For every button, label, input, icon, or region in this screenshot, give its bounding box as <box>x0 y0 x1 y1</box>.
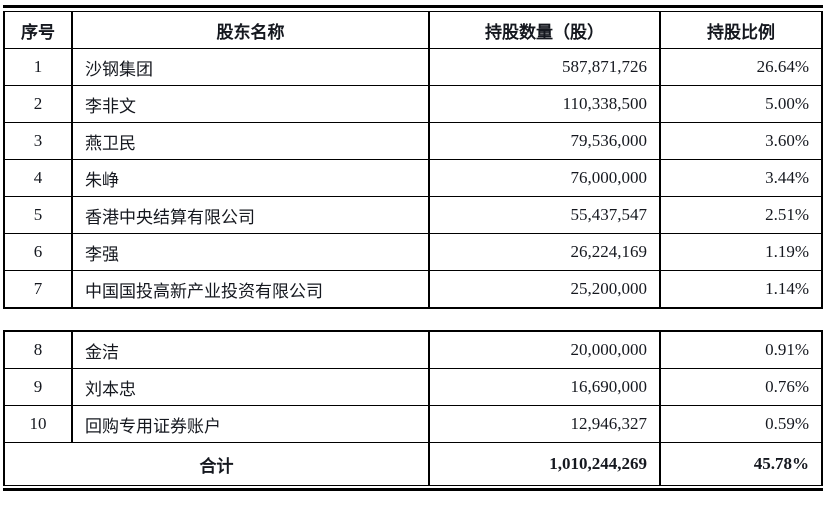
total-row: 合计 1,010,244,269 45.78% <box>3 442 823 486</box>
shares-ratio-cell: 0.59% <box>659 405 823 443</box>
header-row: 序号 股东名称 持股数量（股） 持股比例 <box>3 11 823 49</box>
row-index-cell: 4 <box>3 159 73 197</box>
shareholder-name-cell: 中国国投高新产业投资有限公司 <box>71 270 430 309</box>
col-header-index: 序号 <box>3 11 73 49</box>
table-row: 8 金洁 20,000,000 0.91% <box>3 330 823 369</box>
bottom-double-rule <box>3 488 823 491</box>
row-index-cell: 6 <box>3 233 73 271</box>
table-header: 序号 股东名称 持股数量（股） 持股比例 <box>3 11 823 49</box>
shares-ratio-cell: 3.60% <box>659 122 823 160</box>
shares-count-cell: 79,536,000 <box>428 122 661 160</box>
shares-ratio-cell: 26.64% <box>659 48 823 86</box>
top-double-rule <box>3 5 823 8</box>
shareholders-table-lower: 8 金洁 20,000,000 0.91% 9 刘本忠 16,690,000 0… <box>3 330 823 486</box>
col-header-ratio: 持股比例 <box>659 11 823 49</box>
shareholder-name-cell: 李强 <box>71 233 430 271</box>
table-row: 7 中国国投高新产业投资有限公司 25,200,000 1.14% <box>3 270 823 309</box>
table-row: 6 李强 26,224,169 1.19% <box>3 233 823 271</box>
shares-count-cell: 110,338,500 <box>428 85 661 123</box>
shares-ratio-cell: 2.51% <box>659 196 823 234</box>
table-row: 3 燕卫民 79,536,000 3.60% <box>3 122 823 160</box>
shares-count-cell: 587,871,726 <box>428 48 661 86</box>
row-index-cell: 8 <box>3 330 73 369</box>
table-footer: 合计 1,010,244,269 45.78% <box>3 442 823 486</box>
shareholder-name-cell: 朱峥 <box>71 159 430 197</box>
row-index-cell: 2 <box>3 85 73 123</box>
total-ratio: 45.78% <box>659 442 823 486</box>
shares-count-cell: 12,946,327 <box>428 405 661 443</box>
row-index-cell: 9 <box>3 368 73 406</box>
shareholder-name-cell: 金洁 <box>71 330 430 369</box>
shares-count-cell: 26,224,169 <box>428 233 661 271</box>
shares-ratio-cell: 1.14% <box>659 270 823 309</box>
shares-ratio-cell: 1.19% <box>659 233 823 271</box>
shares-ratio-cell: 0.76% <box>659 368 823 406</box>
col-header-shares: 持股数量（股） <box>428 11 661 49</box>
col-header-name: 股东名称 <box>71 11 430 49</box>
row-index-cell: 10 <box>3 405 73 443</box>
shareholder-name-cell: 回购专用证券账户 <box>71 405 430 443</box>
table-row: 1 沙钢集团 587,871,726 26.64% <box>3 48 823 86</box>
table-row: 5 香港中央结算有限公司 55,437,547 2.51% <box>3 196 823 234</box>
shares-ratio-cell: 3.44% <box>659 159 823 197</box>
row-index-cell: 1 <box>3 48 73 86</box>
shares-count-cell: 76,000,000 <box>428 159 661 197</box>
table-body-group1: 1 沙钢集团 587,871,726 26.64% 2 李非文 110,338,… <box>3 48 823 309</box>
shareholder-name-cell: 燕卫民 <box>71 122 430 160</box>
shares-count-cell: 55,437,547 <box>428 196 661 234</box>
table-row: 2 李非文 110,338,500 5.00% <box>3 85 823 123</box>
total-shares: 1,010,244,269 <box>428 442 661 486</box>
shares-ratio-cell: 5.00% <box>659 85 823 123</box>
shares-count-cell: 20,000,000 <box>428 330 661 369</box>
row-index-cell: 5 <box>3 196 73 234</box>
table-row: 9 刘本忠 16,690,000 0.76% <box>3 368 823 406</box>
shareholder-name-cell: 刘本忠 <box>71 368 430 406</box>
table-body-group2: 8 金洁 20,000,000 0.91% 9 刘本忠 16,690,000 0… <box>3 330 823 443</box>
table-row: 4 朱峥 76,000,000 3.44% <box>3 159 823 197</box>
shareholder-name-cell: 香港中央结算有限公司 <box>71 196 430 234</box>
row-index-cell: 3 <box>3 122 73 160</box>
row-index-cell: 7 <box>3 270 73 309</box>
shareholders-table-upper: 序号 股东名称 持股数量（股） 持股比例 1 沙钢集团 587,871,726 … <box>3 11 823 309</box>
shareholder-name-cell: 李非文 <box>71 85 430 123</box>
total-label: 合计 <box>3 442 430 486</box>
shares-ratio-cell: 0.91% <box>659 330 823 369</box>
table-row: 10 回购专用证券账户 12,946,327 0.59% <box>3 405 823 443</box>
shares-count-cell: 25,200,000 <box>428 270 661 309</box>
shareholder-name-cell: 沙钢集团 <box>71 48 430 86</box>
shares-count-cell: 16,690,000 <box>428 368 661 406</box>
